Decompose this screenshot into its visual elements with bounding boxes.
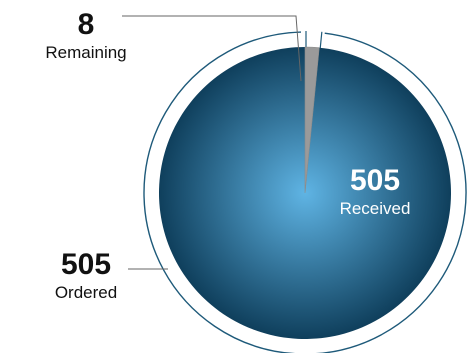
- ordered-label: 505 Ordered: [34, 248, 138, 302]
- ordered-value: 505: [60, 248, 112, 281]
- received-caption: Received: [339, 199, 411, 218]
- leader-lines: [122, 15, 302, 270]
- received-value: 505: [349, 164, 401, 197]
- received-label: 505 Received: [322, 164, 428, 218]
- remaining-leader-line: [122, 15, 302, 82]
- ordered-caption: Ordered: [54, 283, 118, 302]
- remaining-caption: Remaining: [45, 43, 127, 62]
- ordered-ring-arc: [143, 31, 467, 353]
- remaining-value: 8: [77, 8, 95, 41]
- remaining-label: 8 Remaining: [28, 8, 144, 62]
- pie-slices: [158, 46, 451, 340]
- remaining-slice: [304, 46, 320, 194]
